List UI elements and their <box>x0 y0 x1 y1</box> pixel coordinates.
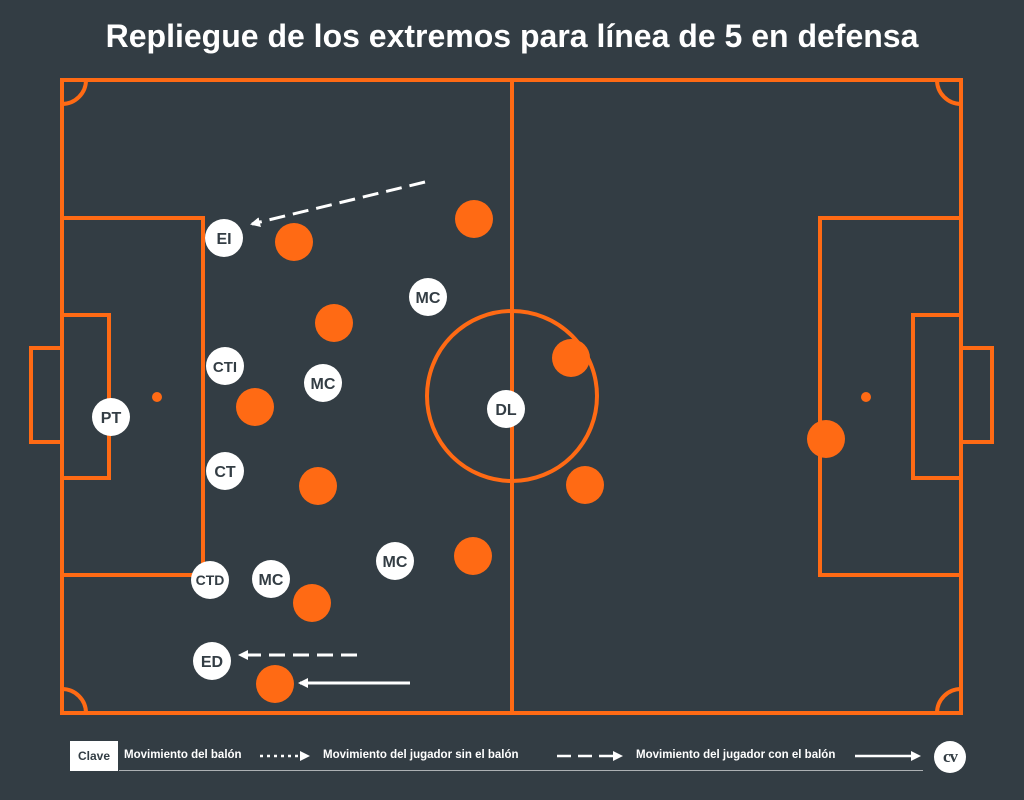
corner-arc-top-left <box>61 79 88 106</box>
opponent-players <box>236 200 845 703</box>
opponent-player <box>552 339 590 377</box>
player-label: MC <box>311 376 336 393</box>
player-label: MC <box>383 554 408 571</box>
player-label: PT <box>101 410 122 427</box>
corner-arc-top-right <box>935 79 962 106</box>
legend-dashed-arrow-icon <box>557 751 623 761</box>
legend-ball-movement: Movimiento del balón <box>124 749 242 761</box>
player-label: DL <box>495 402 517 419</box>
player-label: CTD <box>196 572 225 588</box>
corner-arc-bottom-right <box>935 687 962 714</box>
ei-run-arrow <box>250 180 426 227</box>
legend-key-label: Clave <box>70 741 118 771</box>
player-ed: ED <box>193 642 231 680</box>
legend-player-without-ball: Movimiento del jugador sin el balón <box>323 749 519 761</box>
player-label: EI <box>216 231 231 248</box>
team-players: PT EI CTI CT CTD ED MC MC <box>92 219 525 680</box>
football-pitch: PT EI CTI CT CTD ED MC MC <box>29 78 994 715</box>
opponent-player <box>566 466 604 504</box>
player-ei: EI <box>205 219 243 257</box>
player-label: MC <box>416 290 441 307</box>
right-penalty-area <box>818 216 963 577</box>
player-mc: MC <box>409 278 447 316</box>
player-dl: DL <box>487 390 525 428</box>
player-ct: CT <box>206 452 244 490</box>
legend-divider <box>119 770 923 771</box>
centre-circle <box>425 309 599 483</box>
opponent-player <box>455 200 493 238</box>
left-penalty-area <box>60 216 205 577</box>
player-label: CTI <box>213 359 237 376</box>
player-label: CT <box>214 464 236 481</box>
movement-arrows <box>238 180 426 688</box>
opponent-player <box>315 304 353 342</box>
right-goal-area <box>911 313 963 480</box>
left-penalty-spot <box>152 392 162 402</box>
player-pt: PT <box>92 398 130 436</box>
cv-logo: cv <box>934 741 966 773</box>
legend-dotted-arrow-icon <box>260 751 310 761</box>
player-label: MC <box>259 572 284 589</box>
opponent-player <box>256 665 294 703</box>
left-goal-area <box>60 313 111 480</box>
player-mc: MC <box>252 560 290 598</box>
player-cti: CTI <box>206 347 244 385</box>
player-mc: MC <box>376 542 414 580</box>
opponent-player <box>807 420 845 458</box>
legend-solid-arrow-icon <box>855 751 921 761</box>
opponent-player <box>299 467 337 505</box>
opponent-player <box>293 584 331 622</box>
page-title: Repliegue de los extremos para línea de … <box>105 18 919 54</box>
opponent-player <box>236 388 274 426</box>
pitch-lines <box>29 78 994 715</box>
corner-arc-bottom-left <box>61 687 88 714</box>
player-label: ED <box>201 654 223 671</box>
player-mc: MC <box>304 364 342 402</box>
legend: Clave Movimiento del balón Movimiento de… <box>70 741 923 771</box>
legend-player-with-ball: Movimiento del jugador con el balón <box>636 749 836 761</box>
right-penalty-spot <box>861 392 871 402</box>
opponent-player <box>275 223 313 261</box>
left-goal <box>29 346 64 444</box>
player-ctd: CTD <box>191 561 229 599</box>
opponent-player <box>454 537 492 575</box>
right-goal <box>959 346 994 444</box>
